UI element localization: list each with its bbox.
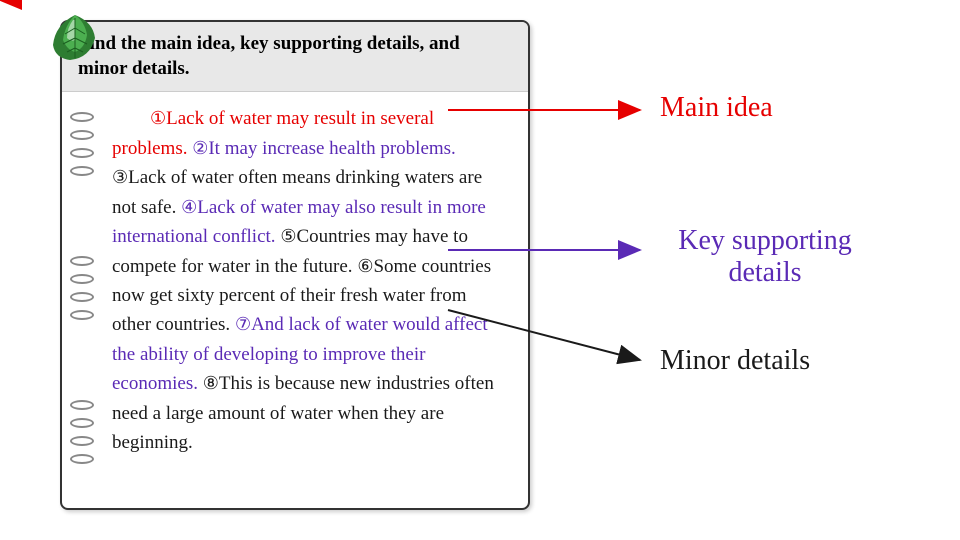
label-key-supporting: Key supporting details [650, 225, 880, 289]
sentence-2: ②It may increase health problems. [192, 138, 456, 159]
label-main-idea: Main idea [660, 92, 773, 124]
label-minor-details: Minor details [660, 345, 810, 377]
notepad-header: Find the main idea, key supporting detai… [62, 22, 528, 92]
notepad-container: Find the main idea, key supporting detai… [60, 20, 530, 510]
leaf-icon [45, 10, 105, 65]
passage-paragraph: ①Lack of water may result in several pro… [112, 104, 504, 457]
header-title: Find the main idea, key supporting detai… [78, 33, 460, 79]
notepad-body: ①Lack of water may result in several pro… [62, 92, 528, 471]
